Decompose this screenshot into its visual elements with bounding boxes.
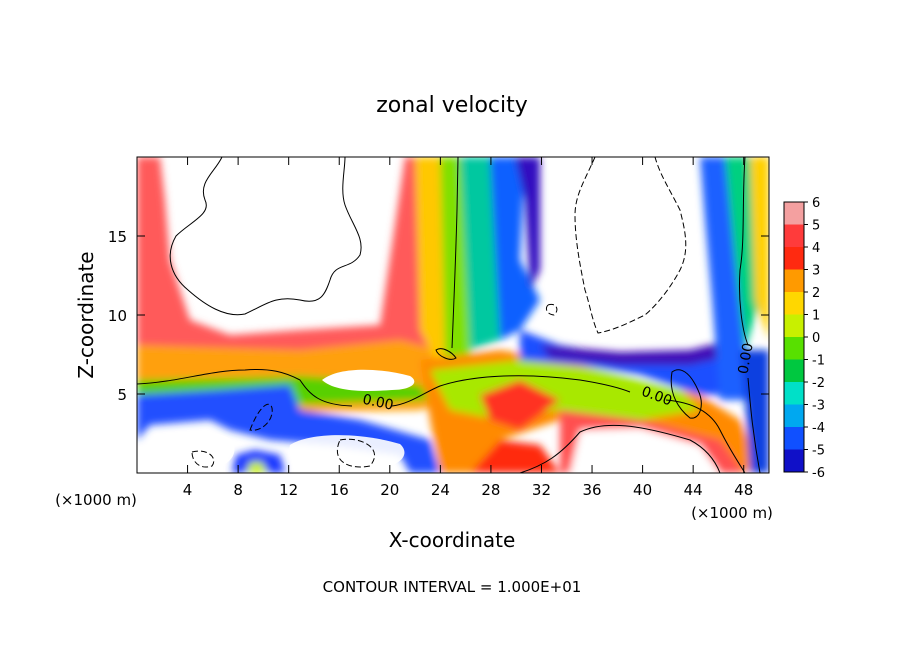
colorbar-label: 1: [812, 309, 820, 324]
y-tick-label: 15: [108, 228, 127, 246]
x-unit-left: (×1000 m): [55, 491, 137, 509]
colorbar-label: -5: [812, 444, 825, 459]
contour-label: 0.00: [361, 392, 395, 414]
colorbar-label: -6: [812, 466, 825, 481]
x-tick-label: 48: [734, 481, 753, 499]
x-axis-ticks: 4 8 12 16 20 24 28 32 36 40 44 48: [183, 157, 753, 499]
y-tick-label: 10: [108, 307, 127, 325]
colorbar-swatch: [784, 337, 804, 360]
colorbar-swatch: [784, 292, 804, 315]
x-tick-label: 28: [481, 481, 500, 499]
colorbar-label: -4: [812, 421, 825, 436]
y-axis-ticks: 5 10 15: [108, 228, 769, 404]
colorbar-swatch: [784, 314, 804, 337]
colorbar: 6 5 4 3 2 1 0 -1 -2 -3 -4 -5 -6: [783, 196, 825, 481]
colorbar-label: 4: [812, 241, 820, 256]
colorbar-swatch: [784, 359, 804, 382]
x-tick-label: 44: [684, 481, 703, 499]
colorbar-label: 2: [812, 286, 820, 301]
heatmap-field: [137, 157, 769, 473]
contour-dashed: [191, 157, 687, 468]
contour-lines: [137, 157, 761, 473]
x-tick-label: 36: [582, 481, 601, 499]
chart-title: zonal velocity: [376, 93, 528, 118]
colorbar-swatch: [784, 247, 804, 270]
x-unit-right: (×1000 m): [691, 504, 773, 522]
y-tick-label: 5: [117, 386, 127, 404]
x-tick-label: 20: [380, 481, 399, 499]
colorbar-swatch: [784, 449, 804, 472]
colorbar-swatch: [784, 427, 804, 450]
colorbar-swatch: [784, 404, 804, 427]
colorbar-label: 3: [812, 264, 820, 279]
colorbar-swatch: [784, 269, 804, 292]
x-axis-label: X-coordinate: [389, 528, 516, 552]
x-tick-label: 16: [330, 481, 349, 499]
colorbar-label: 5: [812, 219, 820, 234]
colorbar-label: 6: [812, 196, 820, 211]
x-tick-label: 24: [431, 481, 450, 499]
x-tick-label: 12: [279, 481, 298, 499]
y-axis-label: Z-coordinate: [74, 251, 98, 378]
x-tick-label: 32: [532, 481, 551, 499]
colorbar-swatch: [784, 202, 804, 225]
colorbar-label: -1: [812, 354, 825, 369]
colorbar-swatch: [784, 224, 804, 247]
x-tick-label: 8: [233, 481, 243, 499]
x-tick-label: 40: [633, 481, 652, 499]
x-tick-label: 4: [183, 481, 193, 499]
colorbar-label: -3: [812, 399, 825, 414]
contour-interval-note: CONTOUR INTERVAL = 1.000E+01: [323, 578, 582, 596]
colorbar-label: 0: [812, 331, 820, 346]
colorbar-label: -2: [812, 376, 825, 391]
contour-label: 0.00: [736, 342, 757, 375]
colorbar-swatch: [784, 382, 804, 405]
